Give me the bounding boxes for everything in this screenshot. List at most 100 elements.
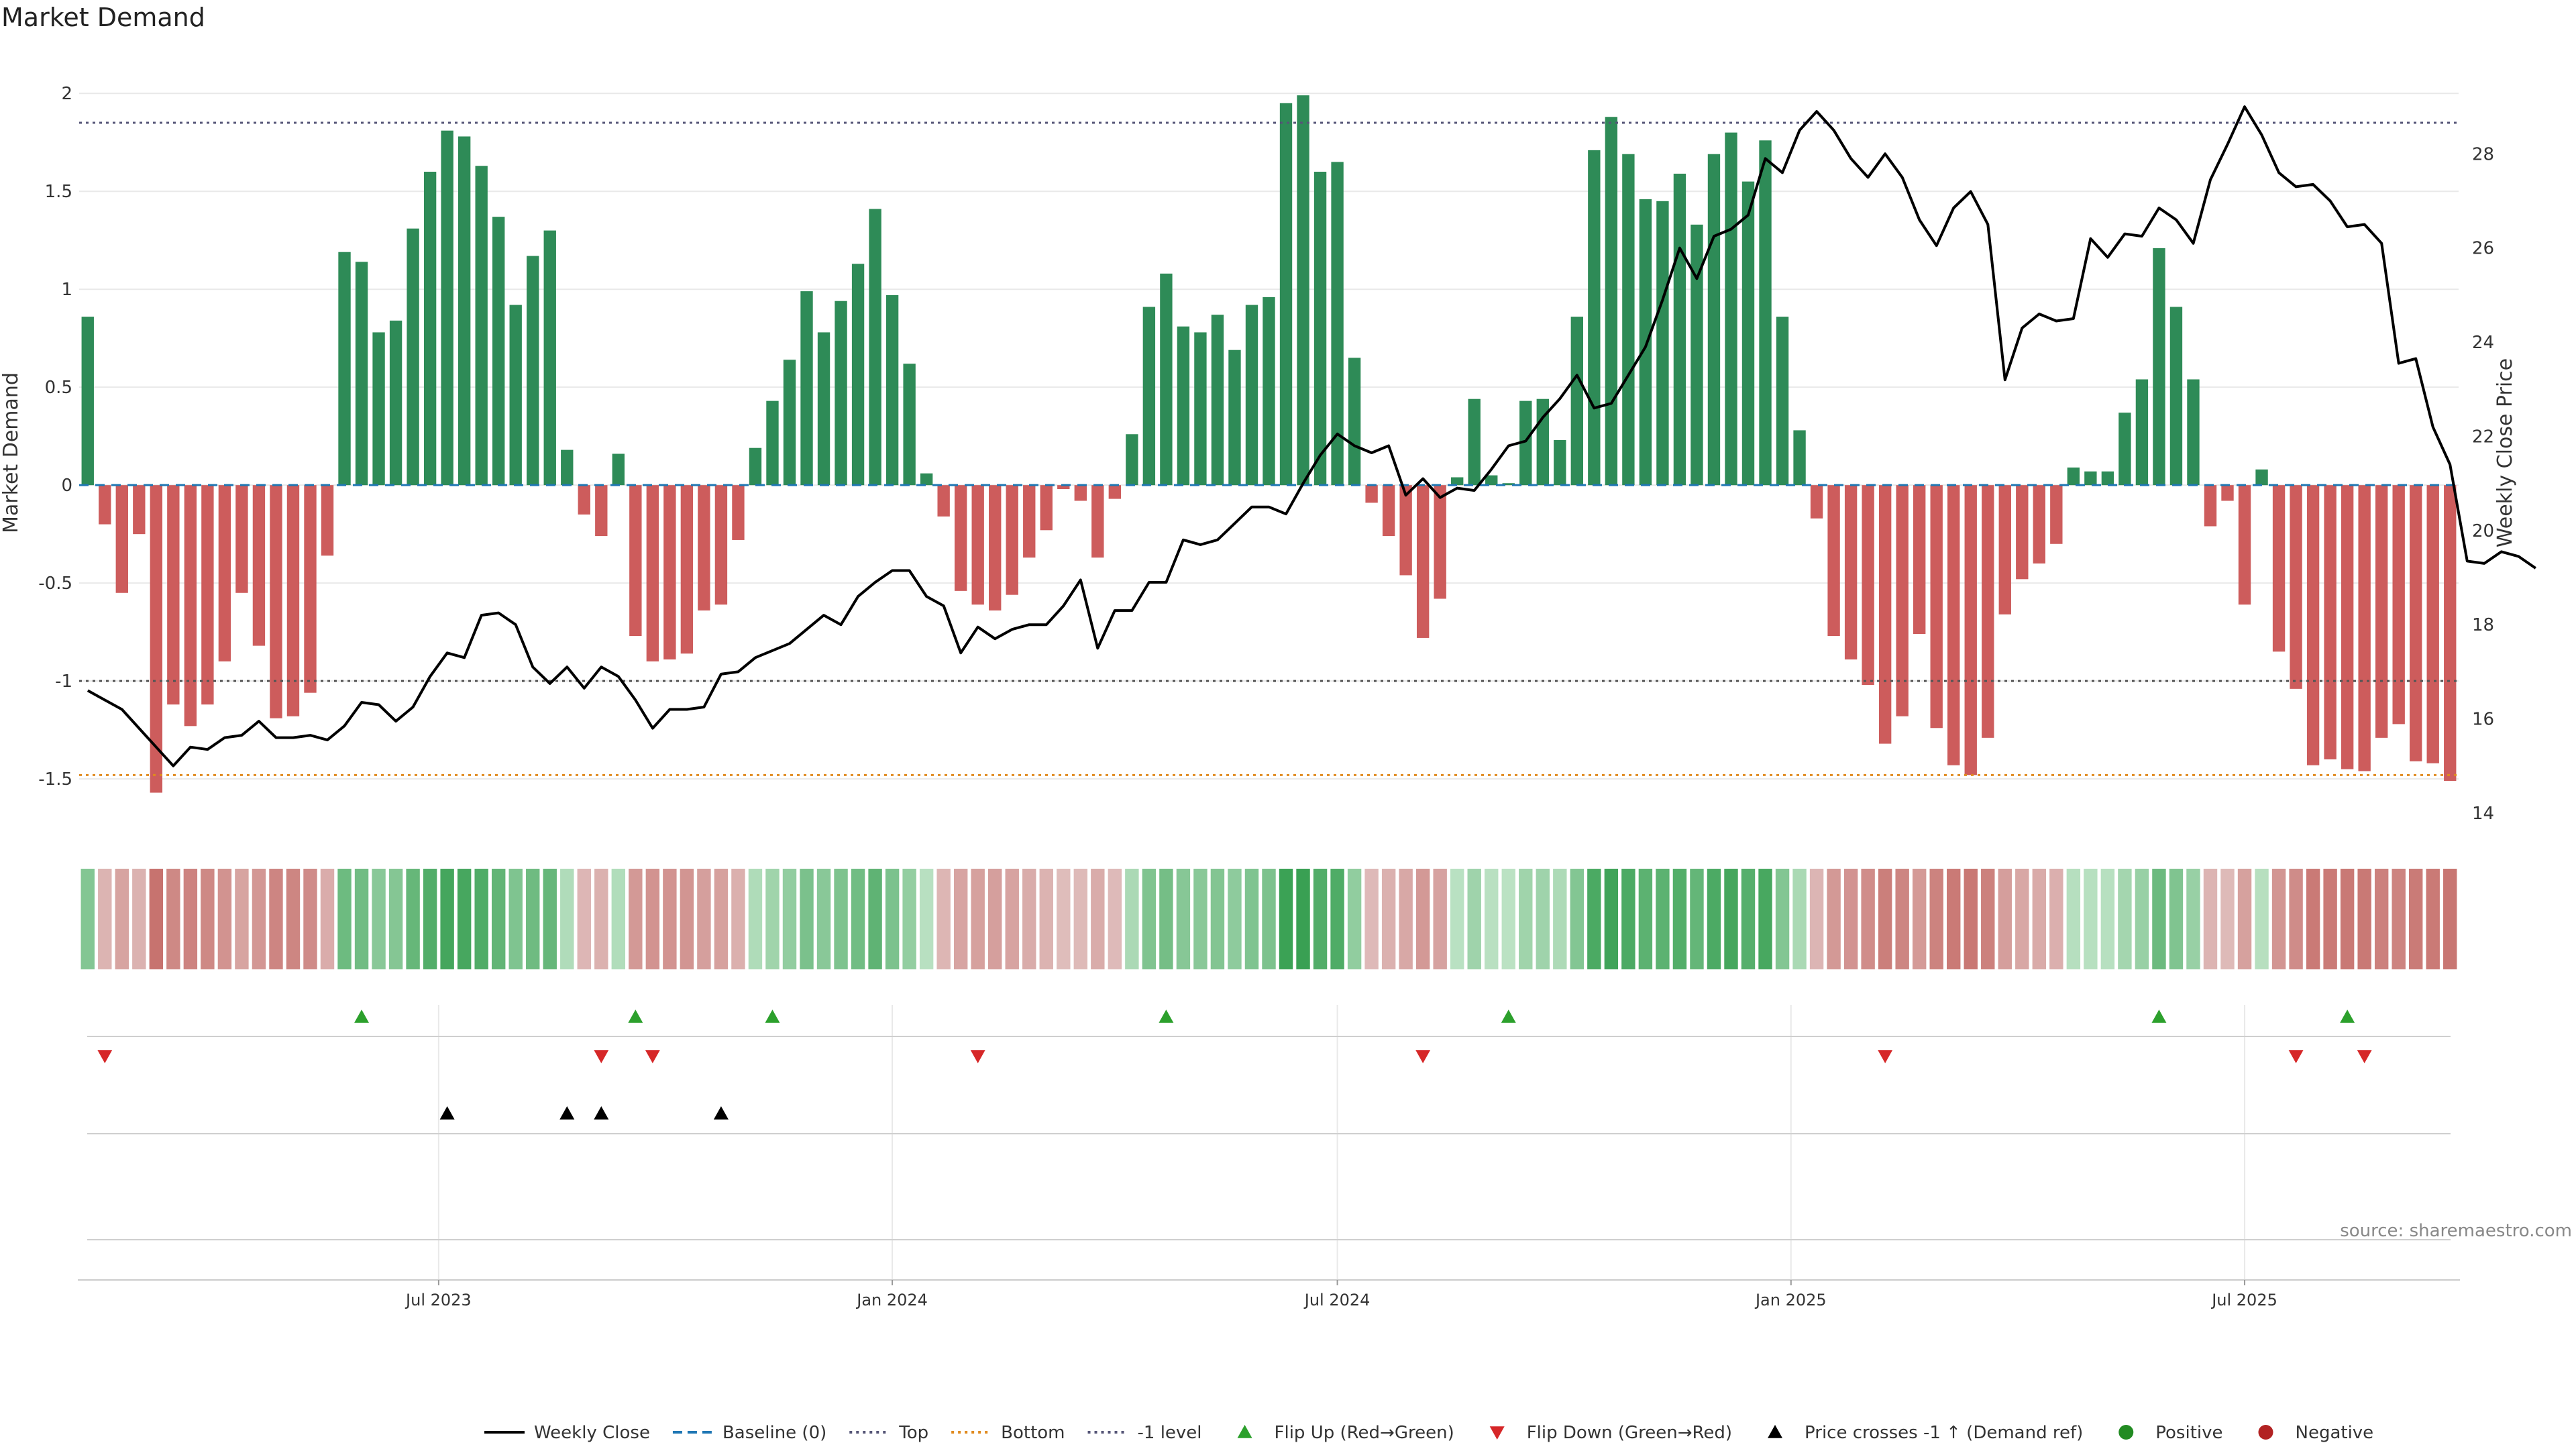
heat-cell [2340,869,2355,969]
legend-item [2118,1425,2134,1440]
legend-triangle-up-icon [1768,1425,1783,1438]
heat-cell [1347,869,1362,969]
y2-tick-label: 14 [2472,804,2494,824]
demand-bar [1810,485,1823,519]
flip-up-marker [354,1010,370,1023]
heat-cell [1827,869,1841,969]
demand-bar [578,485,590,515]
demand-bar [1040,485,1053,531]
flip-down-marker [970,1050,985,1063]
heat-cell [1912,869,1927,969]
demand-bar [441,130,453,486]
demand-bar [2444,485,2457,782]
demand-bar [543,230,556,486]
heat-cell [526,869,540,969]
y-tick-label: 0.5 [45,378,72,398]
heat-cell [1604,869,1619,969]
heat-cell [252,869,266,969]
demand-bar [1707,154,1721,486]
price-cross-marker [713,1106,729,1120]
legend-label: Negative [2296,1423,2374,1443]
demand-bar [389,320,402,486]
demand-bar [1690,224,1703,486]
heat-cell [132,869,146,969]
heat-cell [851,869,865,969]
heat-cell [2169,869,2184,969]
demand-bar [1108,485,1122,499]
demand-bar [2358,485,2371,771]
demand-bar [1263,297,1275,486]
demand-bar [1913,485,1926,635]
heat-cell [235,869,249,969]
heat-cell [645,869,660,969]
demand-bar [2290,485,2302,689]
demand-bar [1399,485,1412,576]
source-note: source: sharemaestro.com [2340,1221,2572,1241]
heat-cell [834,869,848,969]
demand-bar [1468,398,1481,486]
y-tick-label: 2 [61,84,72,104]
demand-bar [1964,485,1977,775]
demand-bar [1313,171,1327,486]
heat-cell [1057,869,1071,969]
heat-cell [2100,869,2115,969]
heat-cell [1878,869,1892,969]
heat-cell [988,869,1002,969]
flip-down-marker [645,1050,660,1063]
heat-cell [1690,869,1704,969]
heat-cell [543,869,557,969]
y-tick-label: 0 [61,476,72,496]
heat-cell [1210,869,1225,969]
flip-up-marker [1501,1010,1516,1023]
demand-bar [1554,440,1566,486]
demand-bar [1622,154,1635,486]
heat-cell [269,869,283,969]
heat-cell [1193,869,1208,969]
demand-bar [1126,434,1138,486]
x-tick-label: Jan 2024 [855,1291,928,1309]
heat-cell [1861,869,1875,969]
demand-bar [2016,485,2029,580]
heat-cell [1022,869,1036,969]
heat-cell [337,869,352,969]
heat-cell [953,869,968,969]
heat-cell [2118,869,2132,969]
heat-cell [1073,869,1088,969]
heat-cell [508,869,523,969]
demand-bar [2255,469,2268,486]
demand-bar [2135,379,2149,486]
demand-bar [954,485,967,591]
demand-bar [99,485,111,525]
x-tick-label: Jul 2024 [1303,1291,1371,1309]
demand-bar [1074,485,1087,501]
demand-bar [612,453,625,486]
flip-up-marker [2151,1010,2167,1023]
heat-cell [286,869,301,969]
demand-bar [1006,485,1018,595]
heat-cell [1313,869,1328,969]
heat-cell [1244,869,1259,969]
heat-cell [1176,869,1191,969]
legend-item [2258,1425,2273,1440]
demand-bar [2324,485,2337,759]
demand-bar [475,166,488,486]
heat-cell [1399,869,1413,969]
heat-cell [1519,869,1533,969]
y2-axis-label: Weekly Close Price [2493,358,2517,547]
demand-bar [1434,485,1446,599]
heat-cell [491,869,506,969]
demand-bar [2084,471,2097,486]
demand-bar [1656,201,1669,486]
heat-cell [1108,869,1122,969]
demand-bar [680,485,694,654]
demand-bar [115,485,128,593]
heat-cell [1485,869,1499,969]
heat-cell [115,869,129,969]
demand-bar [1416,485,1430,638]
demand-bar [937,485,950,517]
x-tick-label: Jan 2025 [1754,1291,1827,1309]
demand-bar [851,264,865,486]
demand-bar [2221,485,2234,501]
demand-bar [869,209,881,486]
heat-cell [1775,869,1790,969]
